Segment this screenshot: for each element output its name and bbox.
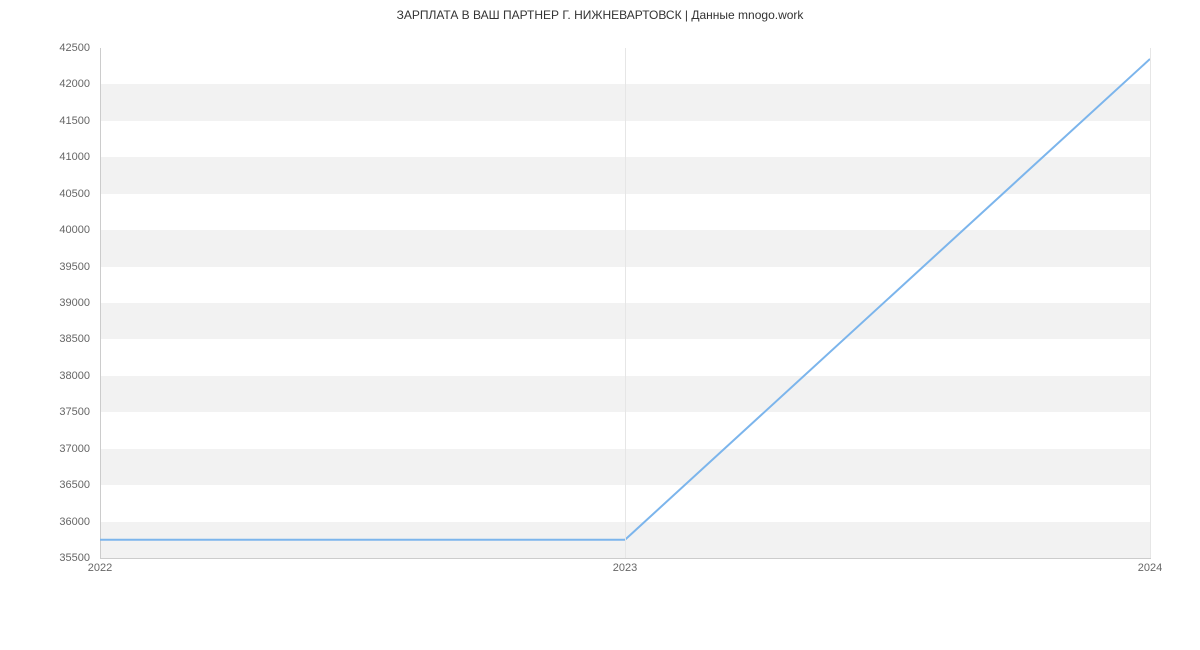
y-tick-label: 40000 (10, 224, 90, 236)
y-tick-label: 41500 (10, 115, 90, 127)
y-tick-label: 39000 (10, 297, 90, 309)
chart-title: ЗАРПЛАТА В ВАШ ПАРТНЕР Г. НИЖНЕВАРТОВСК … (0, 8, 1200, 22)
y-tick-label: 37000 (10, 443, 90, 455)
y-tick-label: 38000 (10, 370, 90, 382)
x-gridline (625, 48, 626, 558)
y-tick-label: 36500 (10, 479, 90, 491)
y-tick-label: 39500 (10, 261, 90, 273)
y-tick-label: 42500 (10, 42, 90, 54)
y-tick-label: 35500 (10, 552, 90, 564)
y-tick-label: 36000 (10, 516, 90, 528)
x-gridline (1150, 48, 1151, 558)
x-tick-label: 2023 (613, 562, 637, 574)
y-tick-label: 40500 (10, 188, 90, 200)
y-tick-label: 38500 (10, 333, 90, 345)
y-tick-label: 41000 (10, 151, 90, 163)
y-tick-label: 37500 (10, 406, 90, 418)
x-tick-label: 2022 (88, 562, 112, 574)
x-tick-label: 2024 (1138, 562, 1162, 574)
y-tick-label: 42000 (10, 78, 90, 90)
chart-container: ЗАРПЛАТА В ВАШ ПАРТНЕР Г. НИЖНЕВАРТОВСК … (0, 0, 1200, 650)
